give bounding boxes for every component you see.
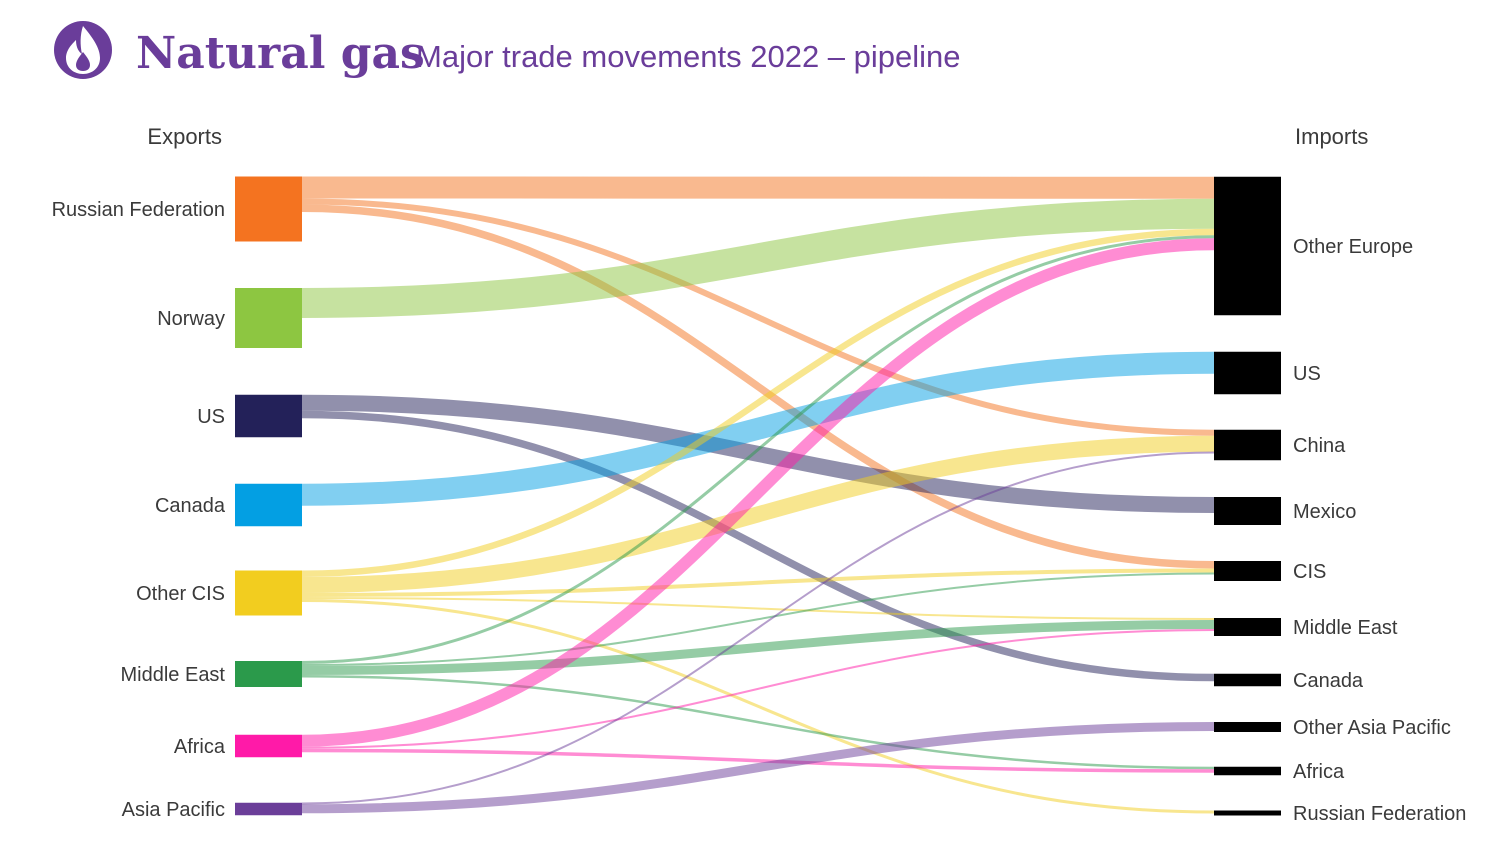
import-label-russian-federation: Russian Federation: [1293, 803, 1466, 825]
flow-other-cis-to-russian-federation: [301, 599, 1215, 814]
export-label-other-cis: Other CIS: [136, 583, 225, 605]
flow-asia-pacific-to-other-asia-pacific: [301, 722, 1215, 814]
page-title: Natural gas: [136, 28, 425, 79]
export-node-russian-federation: [235, 176, 302, 242]
flow-africa-to-other-europe: [301, 238, 1215, 747]
import-label-other-europe: Other Europe: [1293, 236, 1413, 258]
export-label-us: US: [197, 406, 225, 428]
export-node-us: [235, 394, 302, 438]
import-label-africa: Africa: [1293, 761, 1345, 783]
flow-other-cis-to-china: [301, 435, 1215, 593]
import-node-other-europe: [1214, 176, 1281, 316]
import-node-cis: [1214, 561, 1281, 581]
flow-us-to-mexico: [301, 394, 1215, 513]
import-label-cis: CIS: [1293, 561, 1326, 583]
export-node-middle-east: [235, 661, 302, 687]
export-label-asia-pacific: Asia Pacific: [122, 799, 225, 821]
export-label-africa: Africa: [174, 736, 226, 758]
import-node-africa: [1214, 766, 1281, 776]
import-node-us: [1214, 351, 1281, 395]
flow-middle-east-to-cis: [301, 572, 1215, 666]
flow-other-cis-to-middle-east: [301, 597, 1215, 620]
flow-middle-east-to-middle-east: [301, 620, 1215, 675]
export-node-africa: [235, 734, 302, 758]
flow-other-cis-to-other-europe: [301, 228, 1215, 577]
flow-africa-to-africa: [301, 748, 1215, 773]
flow-africa-to-middle-east: [301, 629, 1215, 749]
flow-links: [301, 176, 1215, 814]
flow-norway-to-other-europe: [301, 198, 1215, 318]
export-label-norway: Norway: [157, 308, 225, 330]
export-label-canada: Canada: [155, 495, 226, 517]
flow-us-to-canada: [301, 410, 1215, 682]
flame-icon: [54, 21, 112, 79]
import-label-canada: Canada: [1293, 670, 1364, 692]
export-node-canada: [235, 483, 302, 527]
export-label-middle-east: Middle East: [121, 664, 226, 686]
import-node-canada: [1214, 673, 1281, 687]
import-node-middle-east: [1214, 618, 1281, 636]
export-node-asia-pacific: [235, 802, 302, 816]
import-node-mexico: [1214, 497, 1281, 525]
nodes: [235, 176, 1281, 816]
imports-heading: Imports: [1295, 124, 1368, 149]
export-label-russian-federation: Russian Federation: [52, 199, 225, 221]
page-subtitle: Major trade movements 2022 – pipeline: [416, 39, 961, 74]
flow-russian-federation-to-cis: [301, 204, 1215, 569]
exports-heading: Exports: [147, 124, 222, 149]
flow-russian-federation-to-china: [301, 198, 1215, 436]
import-label-mexico: Mexico: [1293, 501, 1356, 523]
import-node-russian-federation: [1214, 810, 1281, 816]
flow-other-cis-to-cis: [301, 568, 1215, 597]
import-node-other-asia-pacific: [1214, 722, 1281, 732]
export-node-norway: [235, 288, 302, 348]
import-label-middle-east: Middle East: [1293, 617, 1398, 639]
node-labels: Russian Federation Norway US Canada Other CI…: [52, 199, 1467, 825]
import-node-china: [1214, 429, 1281, 461]
flow-middle-east-to-africa: [301, 675, 1215, 770]
import-label-us: US: [1293, 363, 1321, 385]
import-label-other-asia-pacific: Other Asia Pacific: [1293, 717, 1451, 739]
header: Natural gas Major trade movements 2022 –…: [54, 21, 961, 79]
export-node-other-cis: [235, 570, 302, 616]
flow-middle-east-to-other-europe: [301, 235, 1215, 664]
flow-asia-pacific-to-china: [301, 451, 1215, 805]
flow-canada-to-us: [301, 351, 1215, 506]
import-label-china: China: [1293, 435, 1346, 457]
